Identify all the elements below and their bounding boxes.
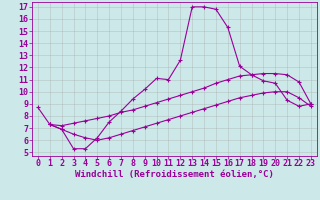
X-axis label: Windchill (Refroidissement éolien,°C): Windchill (Refroidissement éolien,°C) bbox=[75, 170, 274, 179]
